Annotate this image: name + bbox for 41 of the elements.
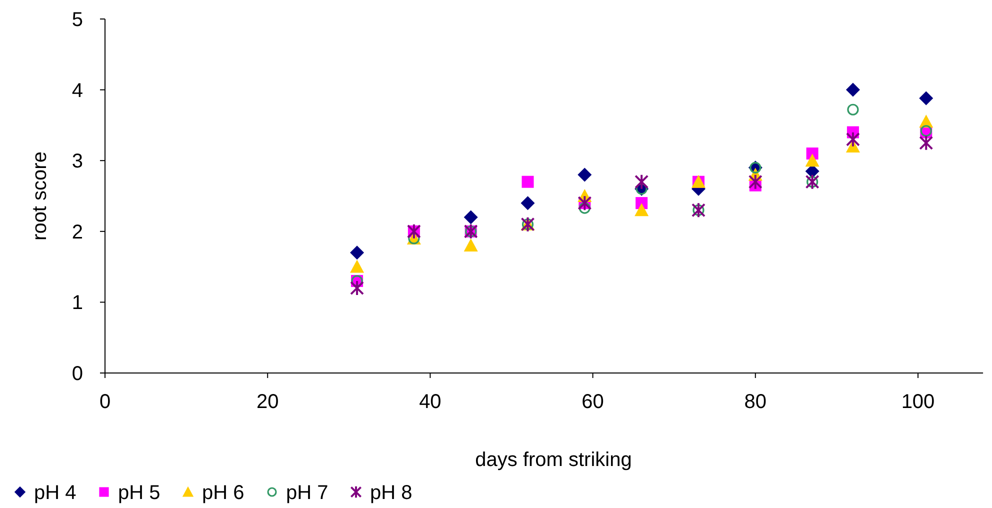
- x-tick-label: 0: [99, 391, 111, 413]
- point: [919, 91, 934, 106]
- point: [805, 154, 820, 167]
- x-tick-label: 80: [744, 391, 767, 413]
- point: [520, 196, 535, 210]
- x-tick-label: 60: [582, 391, 604, 413]
- x-tick-label: 40: [419, 391, 442, 413]
- point: [350, 260, 364, 273]
- y-tick-label: 5: [72, 9, 83, 31]
- point: [634, 174, 649, 190]
- point: [350, 280, 364, 296]
- y-axis-title: root score: [29, 152, 51, 240]
- point: [748, 174, 762, 190]
- legend-label: pH 5: [118, 482, 160, 504]
- y-tick-label: 2: [72, 221, 83, 244]
- legend-label: pH 6: [202, 482, 244, 504]
- point: [806, 176, 818, 188]
- y-tick-label: 1: [72, 292, 83, 314]
- point: [847, 104, 859, 116]
- y-tick-label: 0: [72, 363, 83, 385]
- point: [691, 202, 706, 218]
- point: [464, 210, 478, 224]
- y-tick-label: 4: [72, 80, 83, 102]
- point: [464, 238, 478, 252]
- x-axis-title: days from striking: [475, 449, 632, 471]
- x-tick-label: 100: [901, 391, 935, 413]
- point: [805, 174, 820, 190]
- point: [846, 131, 860, 148]
- point: [578, 168, 592, 182]
- point: [522, 176, 534, 188]
- x-tick-label: 20: [256, 391, 279, 413]
- point: [692, 204, 704, 216]
- point: [846, 82, 860, 97]
- point: [919, 134, 934, 151]
- legend-label: pH 8: [370, 482, 412, 504]
- point: [350, 246, 364, 260]
- legend-label: pH 4: [34, 482, 76, 504]
- point: [634, 203, 649, 216]
- y-tick-label: 3: [72, 150, 83, 173]
- point: [578, 202, 590, 214]
- legend-label: pH 7: [286, 482, 328, 504]
